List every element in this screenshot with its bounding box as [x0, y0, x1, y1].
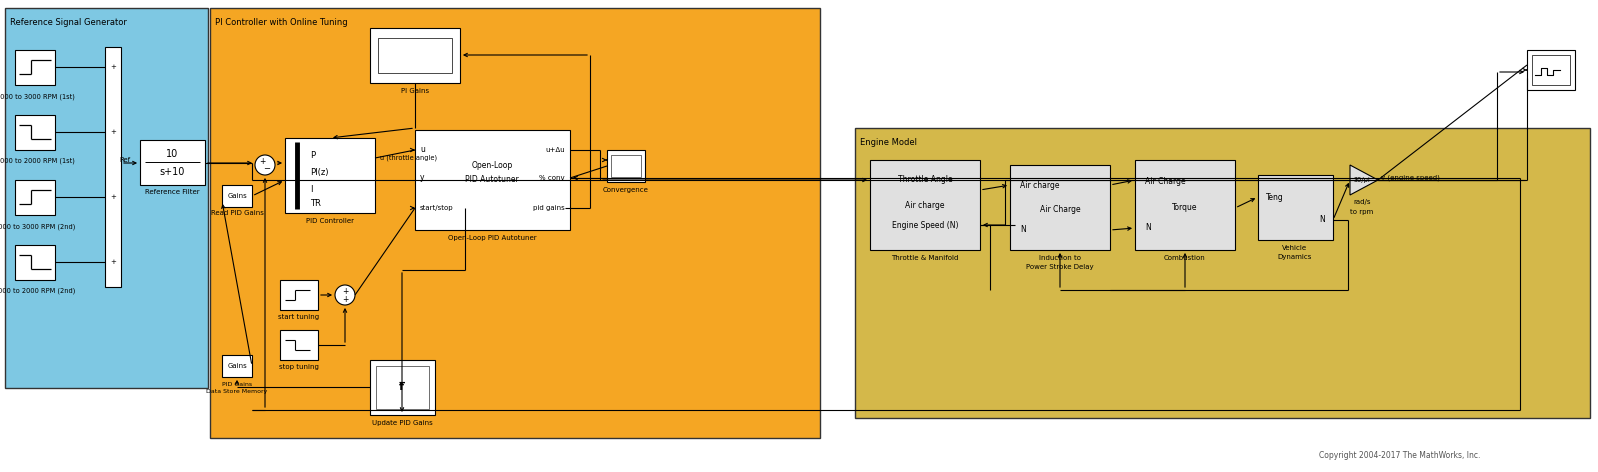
Text: N: N [1146, 224, 1151, 233]
Text: Open-Loop PID Autotuner: Open-Loop PID Autotuner [447, 235, 537, 241]
Text: Read PID Gains: Read PID Gains [211, 210, 264, 216]
Text: u: u [420, 145, 425, 154]
Text: Update PID Gains: Update PID Gains [372, 420, 433, 426]
Text: 30/pi: 30/pi [1354, 177, 1371, 183]
Text: +: + [110, 259, 117, 265]
Text: Data Store Memory: Data Store Memory [206, 389, 268, 395]
Bar [280, 280, 318, 310]
Bar [141, 140, 205, 185]
Text: Combustion: Combustion [1163, 255, 1206, 261]
Text: 2000 to 3000 RPM (2nd): 2000 to 3000 RPM (2nd) [0, 223, 75, 229]
Text: Vehicle: Vehicle [1283, 245, 1307, 251]
Text: Air charge: Air charge [904, 201, 944, 210]
Text: Reference Signal Generator: Reference Signal Generator [10, 18, 126, 27]
Text: PI(z): PI(z) [310, 169, 329, 177]
Text: +: + [110, 129, 117, 135]
Text: y: y [420, 174, 425, 183]
Bar [222, 355, 252, 377]
Bar [14, 50, 54, 85]
Circle shape [256, 155, 275, 175]
Text: Torque: Torque [1173, 203, 1198, 212]
Bar [1010, 165, 1111, 250]
Text: PID Autotuner: PID Autotuner [465, 176, 519, 185]
Text: to rpm: to rpm [1350, 209, 1374, 215]
Bar [379, 38, 452, 73]
Text: start tuning: start tuning [278, 314, 320, 320]
Text: Dynamics: Dynamics [1278, 254, 1312, 260]
Text: Engine Speed (N): Engine Speed (N) [892, 220, 959, 229]
Text: start/stop: start/stop [420, 205, 454, 211]
Text: +: + [110, 64, 117, 70]
Bar [14, 245, 54, 280]
Text: −: − [264, 165, 270, 174]
Text: s+10: s+10 [160, 167, 185, 177]
Text: 3000 to 2000 RPM (2nd): 3000 to 2000 RPM (2nd) [0, 288, 75, 295]
Text: u+Δu: u+Δu [545, 147, 566, 153]
Bar [415, 130, 570, 230]
Text: Air charge: Air charge [1020, 180, 1059, 189]
Text: N: N [1320, 216, 1325, 225]
Bar [1258, 175, 1333, 240]
Text: f̅: f̅ [400, 382, 404, 392]
Text: Teng: Teng [1266, 193, 1283, 202]
Bar [376, 366, 428, 409]
Text: u (throttle angle): u (throttle angle) [380, 155, 438, 161]
Text: N: N [1020, 226, 1026, 235]
Text: pid gains: pid gains [534, 205, 566, 211]
Text: I: I [310, 185, 313, 194]
Text: Copyright 2004-2017 The MathWorks, Inc.: Copyright 2004-2017 The MathWorks, Inc. [1318, 450, 1480, 460]
Text: 3000 to 2000 RPM (1st): 3000 to 2000 RPM (1st) [0, 158, 75, 165]
Bar [5, 8, 208, 388]
Bar [1528, 50, 1576, 90]
Text: PID Controller: PID Controller [305, 218, 355, 224]
Bar [1532, 55, 1569, 85]
Bar [280, 330, 318, 360]
Text: Convergence: Convergence [602, 187, 649, 193]
Text: PI Controller with Online Tuning: PI Controller with Online Tuning [216, 18, 348, 27]
Bar [371, 28, 460, 83]
Text: Gains: Gains [227, 363, 246, 369]
Text: 2000 to 3000 RPM (1st): 2000 to 3000 RPM (1st) [0, 93, 75, 100]
Bar [371, 360, 435, 415]
Bar [610, 155, 641, 177]
Text: Ref: Ref [118, 157, 129, 163]
Bar [14, 180, 54, 215]
Text: % conv: % conv [540, 175, 566, 181]
Polygon shape [1350, 165, 1377, 195]
Text: Air Charge: Air Charge [1146, 177, 1186, 186]
Text: Engine Model: Engine Model [860, 138, 917, 147]
Text: PID Gains: PID Gains [222, 381, 252, 387]
Bar [855, 128, 1590, 418]
Text: Gains: Gains [227, 193, 246, 199]
Text: +: + [342, 287, 348, 296]
Text: Open-Loop: Open-Loop [471, 160, 513, 169]
Text: PI Gains: PI Gains [401, 88, 428, 94]
Bar [222, 185, 252, 207]
Bar [105, 47, 121, 287]
Text: +: + [342, 295, 348, 304]
Bar [869, 160, 980, 250]
Text: stop tuning: stop tuning [280, 364, 320, 370]
Bar [209, 8, 820, 438]
Bar [14, 115, 54, 150]
Text: Reference Filter: Reference Filter [145, 189, 200, 195]
Bar [607, 150, 646, 182]
Circle shape [336, 285, 355, 305]
Text: Throttle Angle: Throttle Angle [898, 176, 952, 185]
Bar [1135, 160, 1235, 250]
Text: +: + [259, 158, 265, 167]
Text: Induction to: Induction to [1039, 255, 1080, 261]
Text: Throttle & Manifold: Throttle & Manifold [892, 255, 959, 261]
Bar [284, 138, 376, 213]
Text: 10: 10 [166, 149, 177, 159]
Text: P: P [310, 152, 315, 160]
Text: rad/s: rad/s [1354, 199, 1371, 205]
Text: Power Stroke Delay: Power Stroke Delay [1026, 264, 1093, 270]
Text: Air Charge: Air Charge [1040, 205, 1080, 214]
Text: TR: TR [310, 199, 321, 208]
Text: +: + [110, 194, 117, 200]
Text: y (engine speed): y (engine speed) [1381, 175, 1440, 181]
